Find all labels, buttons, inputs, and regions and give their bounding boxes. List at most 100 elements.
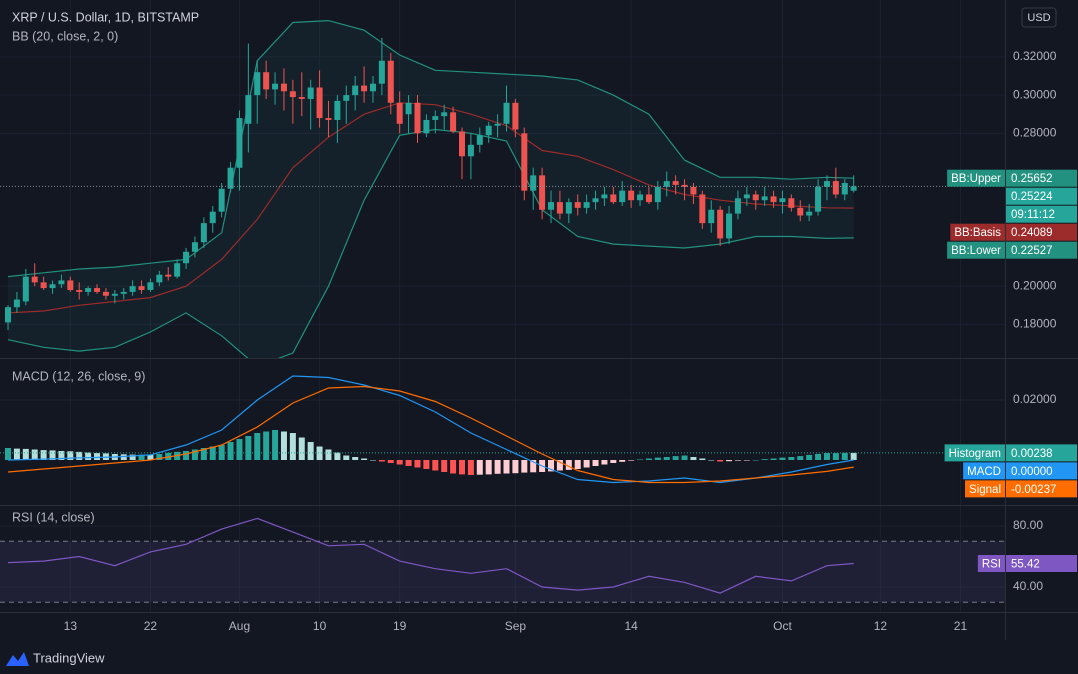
histogram-bar [726, 460, 733, 462]
histogram-bar [209, 446, 216, 460]
value-label: 0.25652 [1011, 173, 1053, 185]
candle-body [850, 186, 857, 191]
indicator-title: BB (20, close, 2, 0) [12, 29, 118, 43]
price-labels: 0.25652 BB:Upper 0.25224 09:11:12 0.24089 BB:… [944, 169, 1077, 572]
candle-body [361, 85, 368, 92]
x-tick-label: Aug [229, 619, 250, 633]
macd-pane [0, 375, 1005, 484]
candle-body [823, 181, 830, 187]
rsi-band [0, 541, 1005, 603]
candle-body [530, 175, 537, 191]
histogram-bar [378, 460, 385, 462]
currency-label[interactable]: USD [1027, 12, 1050, 24]
candle-body [734, 198, 741, 214]
candle-body [31, 276, 38, 283]
candle-body [67, 280, 74, 290]
candle-body [387, 60, 394, 103]
histogram-bar [263, 431, 270, 460]
histogram-bar [200, 448, 207, 460]
histogram-bar [645, 458, 652, 460]
candle-body [654, 186, 661, 203]
countdown: 09:11:12 [1011, 209, 1055, 221]
currency-button[interactable] [1021, 7, 1057, 28]
histogram-bar [699, 458, 706, 460]
candle-body [779, 198, 786, 203]
y-tick-label: 0.02000 [1013, 392, 1057, 406]
candle-body [156, 274, 163, 283]
candle-body [432, 116, 439, 120]
candle-body [236, 118, 243, 168]
indicator-line [7, 102, 854, 314]
candle-body [556, 202, 563, 214]
candle-body [583, 202, 590, 208]
histogram-bar [13, 448, 20, 460]
x-tick-label: 12 [874, 619, 888, 633]
histogram-bar [450, 460, 457, 474]
candle-body [272, 83, 279, 90]
x-tick-label: 19 [393, 619, 407, 633]
candle-body [254, 72, 261, 96]
histogram-bar [619, 460, 626, 462]
histogram-bar [806, 454, 813, 460]
value-label-box [1006, 444, 1077, 462]
candle-body [743, 194, 750, 199]
candle-body [200, 223, 207, 243]
y-tick-label: 0.32000 [1013, 49, 1057, 63]
histogram-bar [325, 449, 332, 460]
candle-body [512, 102, 519, 130]
candle-body [752, 194, 759, 201]
histogram-bar [637, 459, 644, 460]
candle-body [601, 194, 608, 199]
histogram-bar [574, 460, 581, 469]
histogram-bar [548, 460, 555, 472]
value-label: -0.00237 [1011, 484, 1056, 496]
indicator-line [7, 375, 854, 484]
candle-body [467, 144, 474, 157]
price-pane [0, 19, 1005, 358]
series-name-box [977, 554, 1005, 572]
histogram-bar [218, 445, 225, 460]
candle-body [503, 102, 510, 124]
histogram-bar [458, 460, 465, 475]
histogram-bar [22, 448, 29, 460]
indicator-line [7, 385, 854, 484]
candle-body [841, 183, 848, 195]
series-name-box [963, 462, 1005, 480]
series-name-label: BB:Basis [954, 227, 1001, 239]
histogram-bar [743, 460, 750, 461]
candle-body [369, 83, 376, 92]
candle-body [289, 91, 296, 98]
y-tick-label: 40.00 [1013, 579, 1043, 593]
candle-body [592, 198, 599, 203]
histogram-bar [387, 460, 394, 463]
candle-body [690, 186, 697, 195]
histogram-bar [334, 452, 341, 460]
candle-body [441, 112, 448, 117]
series-name-box [965, 480, 1005, 498]
histogram-bar [5, 448, 12, 460]
candle-body [458, 131, 465, 157]
histogram-bar [316, 446, 323, 460]
histogram-bar [565, 460, 572, 470]
candle-body [672, 181, 679, 185]
brand-name: TradingView [33, 650, 105, 665]
histogram-bar [592, 460, 599, 466]
candle-body [76, 289, 83, 292]
histogram-bar [138, 454, 145, 460]
series-name-label: RSI [982, 559, 1001, 571]
histogram-bar [307, 442, 314, 460]
histogram-bar [120, 454, 127, 460]
candle-body [343, 95, 350, 101]
candle-body [539, 175, 546, 210]
axes: 13 22 Aug 10 19 Sep 14 Oct 12 21 0.18000 0.20000 0.2… [64, 49, 1057, 633]
x-tick-label: 13 [64, 619, 78, 633]
candle-body [610, 194, 617, 203]
candle-body [405, 102, 412, 115]
histogram-bar [396, 460, 403, 465]
value-label: 55.42 [1011, 559, 1040, 571]
candle-body [102, 291, 109, 296]
histogram-bar [76, 451, 83, 460]
candle-body [316, 87, 323, 119]
candle-body [761, 196, 768, 201]
